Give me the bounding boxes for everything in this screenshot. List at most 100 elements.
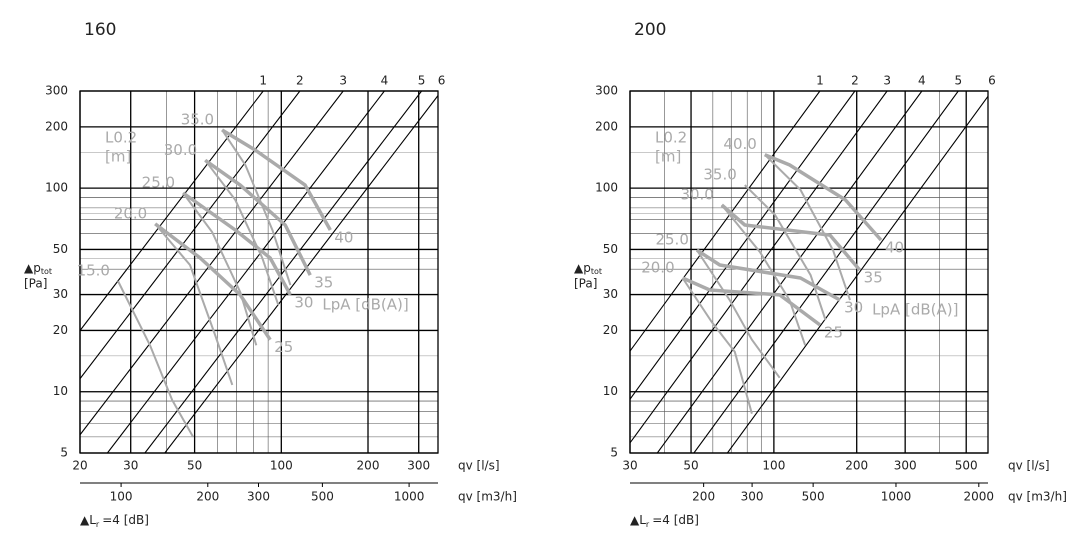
throw-curve-label: 20.0	[114, 204, 147, 222]
y-tick-label: 30	[603, 287, 618, 301]
guide-label: 4	[918, 74, 926, 88]
y-label-main: ▲p	[574, 261, 591, 275]
y-tick-label: 20	[603, 323, 618, 337]
throw-curve-label: 30.0	[164, 141, 197, 159]
y-axis-unit: [Pa]	[24, 277, 47, 291]
x2-tick-label: 2000	[964, 490, 995, 504]
y-axis-label: ▲ptot	[24, 261, 52, 276]
x-tick-label: 200	[845, 459, 868, 473]
throw-curve	[721, 204, 807, 346]
throw-unit: [m]	[105, 148, 131, 166]
throw-curve-label: 25.0	[142, 174, 175, 192]
y-tick-label: 5	[60, 446, 68, 460]
throw-curve-label: 35.0	[703, 166, 736, 184]
guide-label: 5	[418, 74, 426, 88]
throw-curve-label: 30.0	[680, 186, 713, 204]
x2-tick-label: 300	[741, 490, 764, 504]
sound-curve-label: 25	[824, 323, 843, 341]
guide-label: 6	[988, 74, 996, 88]
throw-curve-label: 35.0	[181, 110, 214, 128]
guide-line	[80, 91, 344, 436]
y-axis-label: ▲ptot	[574, 261, 602, 276]
throw-curve	[117, 280, 194, 438]
x-tick-label: 100	[762, 459, 785, 473]
y-tick-label: 50	[603, 242, 618, 256]
throw-curve	[681, 277, 753, 414]
chart-title: 200	[634, 20, 666, 40]
x2-tick-label: 500	[311, 490, 334, 504]
y-tick-label: 20	[53, 323, 68, 337]
throw-curve	[182, 192, 258, 346]
sound-curve	[221, 128, 332, 231]
sound-curve-label: 40	[885, 239, 904, 257]
x2-tick-label: 200	[692, 490, 715, 504]
x-axis-label: qv [l/s]	[1008, 459, 1050, 473]
y-axis-unit: [Pa]	[574, 277, 597, 291]
guide-line	[80, 91, 301, 380]
guide-line	[164, 94, 438, 453]
guide-label: 3	[339, 74, 347, 88]
x2-tick-label: 100	[110, 490, 133, 504]
x-tick-label: 20	[72, 459, 87, 473]
note-sub: r	[96, 520, 100, 529]
sound-curve-label: 30	[844, 299, 863, 317]
y-tick-label: 300	[595, 84, 618, 98]
sound-curve-label: 40	[334, 228, 353, 246]
note-rest: =4 [dB]	[102, 513, 149, 527]
x-tick-label: 30	[622, 459, 637, 473]
y-tick-label: 10	[603, 384, 618, 398]
y-tick-label: 200	[45, 119, 68, 133]
sound-curve	[764, 153, 883, 242]
y-label-main: ▲p	[24, 261, 41, 275]
throw-curve	[744, 184, 827, 321]
throw-label: L0.2	[655, 129, 687, 147]
y-tick-label: 50	[53, 242, 68, 256]
sound-curve-label: 35	[864, 269, 883, 287]
sound-curve	[720, 203, 862, 272]
y-tick-label: 300	[45, 84, 68, 98]
throw-curve	[204, 159, 280, 306]
y-label-sub: tot	[591, 267, 602, 276]
y-tick-label: 5	[610, 446, 618, 460]
x-tick-label: 30	[123, 459, 138, 473]
plot-frame	[629, 90, 989, 454]
guide-label: 2	[851, 74, 859, 88]
x2-axis-label: qv [m3/h]	[1008, 490, 1067, 504]
sound-curve-label: 25	[274, 338, 293, 356]
x-tick-label: 50	[187, 459, 202, 473]
y-tick-label: 100	[45, 181, 68, 195]
x-tick-label: 100	[270, 459, 293, 473]
guide-line	[144, 91, 423, 453]
sound-curve-label: 35	[314, 274, 333, 292]
guide-line	[693, 91, 959, 453]
x2-tick-label: 300	[247, 490, 270, 504]
sound-curve	[154, 222, 272, 341]
throw-label: L0.2	[105, 129, 137, 147]
guide-label: 1	[259, 74, 267, 88]
x-tick-label: 300	[407, 459, 430, 473]
sound-label: LpA [dB(A)]	[872, 301, 958, 319]
plot-area	[80, 91, 438, 453]
throw-curve	[221, 129, 292, 286]
chart-title: 160	[84, 20, 116, 40]
guide-label: 4	[381, 74, 389, 88]
guide-line	[630, 91, 821, 353]
sound-curve	[695, 248, 841, 302]
y-tick-label: 30	[53, 287, 68, 301]
x-tick-label: 300	[894, 459, 917, 473]
x-tick-label: 50	[683, 459, 698, 473]
guide-line	[630, 91, 856, 401]
sound-label: LpA [dB(A)]	[322, 295, 408, 313]
guide-label: 3	[883, 74, 891, 88]
guide-line	[726, 95, 988, 453]
x2-tick-label: 1000	[881, 490, 912, 504]
y-tick-label: 10	[53, 384, 68, 398]
y-label-sub: tot	[41, 267, 52, 276]
x-tick-label: 500	[955, 459, 978, 473]
note-main: ▲L	[630, 513, 646, 527]
sound-curve	[681, 276, 821, 327]
plot-area	[630, 91, 988, 453]
note: ▲Lr =4 [dB]	[630, 513, 699, 529]
